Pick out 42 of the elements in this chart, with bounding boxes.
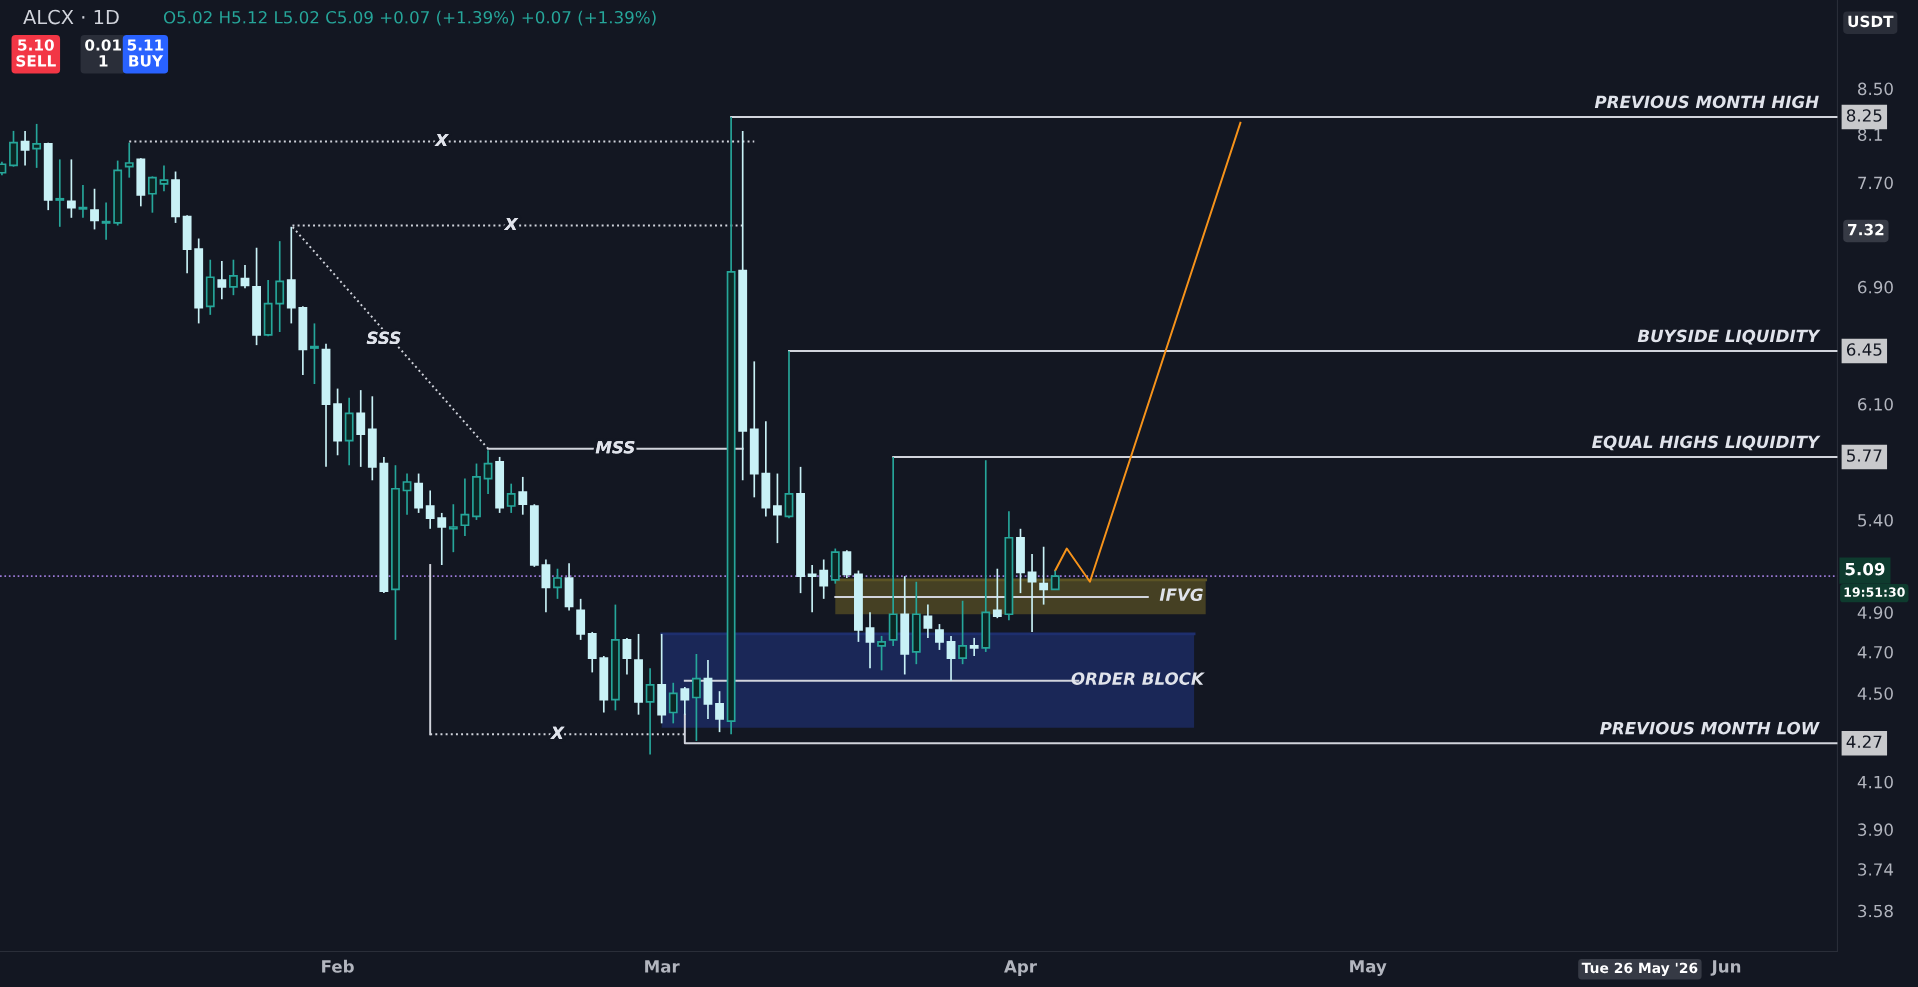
y-tick-label: 5.40 xyxy=(1858,513,1893,527)
annotation: BUYSIDE LIQUIDITY xyxy=(1637,329,1821,345)
text: 7.32 xyxy=(1848,223,1884,236)
y-tick-label: 6.90 xyxy=(1858,280,1893,294)
annotation: PREVIOUS MONTH HIGH xyxy=(1594,95,1819,109)
data-label: 6.45 xyxy=(1846,343,1882,356)
y-tick-label: 4.90 xyxy=(1857,606,1893,619)
annotation: ORDER BLOCK xyxy=(1071,672,1205,685)
y-tick-label: 8.50 xyxy=(1858,82,1893,96)
y-tick-label: 3.90 xyxy=(1858,823,1893,836)
chart-title: ALCX · 1D xyxy=(23,9,119,25)
annotation: X xyxy=(503,217,519,231)
annotation: EQUAL HIGHS LIQUIDITY xyxy=(1592,435,1821,451)
y-tick-label: 4.10 xyxy=(1857,775,1893,789)
data-label: 8.25 xyxy=(1846,109,1882,122)
data-label: 5.77 xyxy=(1847,449,1882,462)
annotation: 5.10 SELL xyxy=(16,39,56,67)
annotation: X xyxy=(550,726,565,739)
x-tick-label: Mar xyxy=(645,960,680,973)
text: O5.02 H5.12 L5.02 C5.09 +0.07 (+1.39%) +0.07 (+1.39%) xyxy=(163,10,656,26)
x-tick-label: Apr xyxy=(1004,960,1037,976)
x-tick-label: Feb xyxy=(322,959,354,973)
text: 19:51:30 xyxy=(1844,587,1905,597)
annotation: SSS xyxy=(366,331,401,345)
y-tick-label: 6.10 xyxy=(1858,398,1893,411)
annotation: PREVIOUS MONTH LOW xyxy=(1600,721,1820,735)
annotation: 0.01 1 xyxy=(85,39,122,67)
x-tick-label: May xyxy=(1350,960,1387,976)
text: USDT xyxy=(1848,15,1894,28)
ref-line-label: 5.09 xyxy=(1845,562,1885,576)
data-label: 4.27 xyxy=(1846,735,1882,748)
x-tick-label: Jun xyxy=(1710,960,1741,976)
y-tick-label: 4.50 xyxy=(1857,687,1893,700)
y-tick-label: 4.70 xyxy=(1857,645,1893,659)
y-tick-label: 7.70 xyxy=(1858,176,1893,190)
y-tick-label: 3.58 xyxy=(1858,904,1893,918)
text: Tue 26 May '26 xyxy=(1581,962,1698,976)
annotation: X xyxy=(434,133,449,147)
y-tick-label: 8.1 xyxy=(1858,128,1882,141)
y-tick-label: 3.74 xyxy=(1858,863,1894,876)
annotation: IFVG xyxy=(1159,588,1203,601)
annotation: 5.11 BUY xyxy=(127,39,164,67)
